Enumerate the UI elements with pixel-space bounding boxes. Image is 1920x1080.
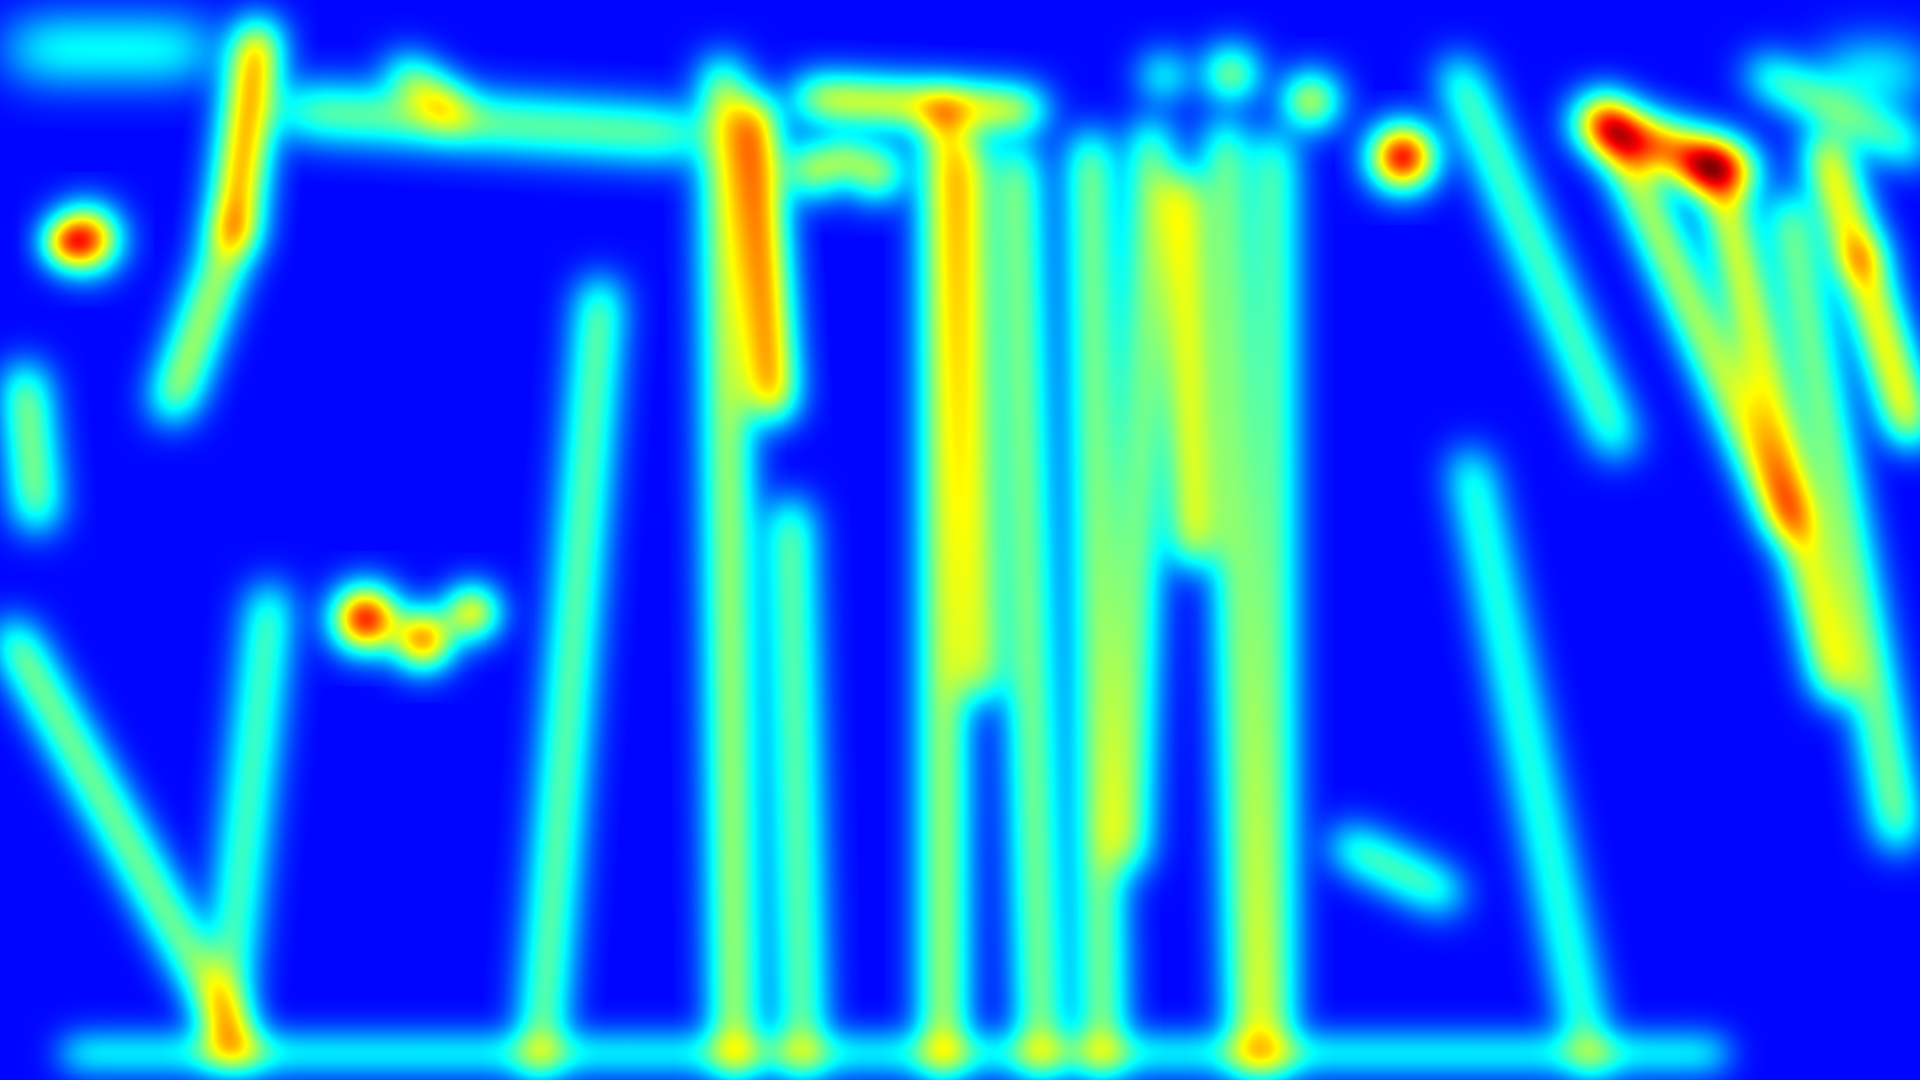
gaze-heatmap <box>0 0 1920 1080</box>
